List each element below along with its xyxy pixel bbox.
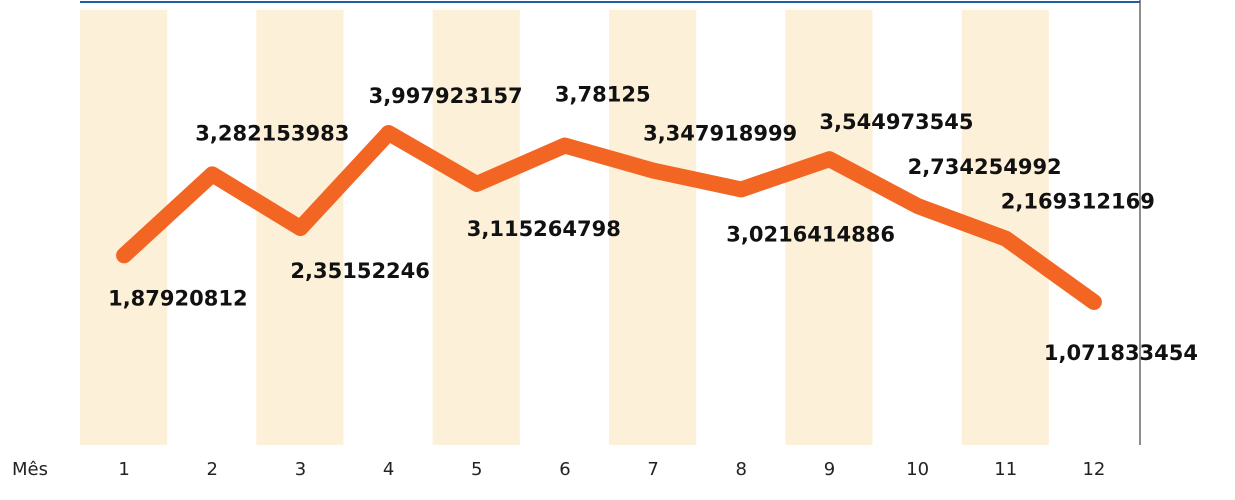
column-band [432, 10, 520, 445]
x-tick-label: 5 [471, 459, 482, 480]
x-tick-label: 3 [295, 459, 306, 480]
x-tick-label: 8 [736, 459, 747, 480]
x-tick-label: 6 [559, 459, 570, 480]
column-band [785, 10, 873, 445]
data-label: 1,87920812 [108, 286, 247, 310]
x-tick-label: 1 [118, 459, 129, 480]
data-label: 2,35152246 [290, 259, 429, 283]
data-label: 2,734254992 [908, 155, 1062, 179]
x-tick-label: 12 [1082, 459, 1105, 480]
data-label: 3,78125 [555, 83, 651, 107]
data-label: 1,071833454 [1044, 341, 1198, 365]
x-tick-label: 11 [994, 459, 1017, 480]
x-tick-label: 4 [383, 459, 394, 480]
data-label: 3,544973545 [819, 110, 973, 134]
data-label: 2,169312169 [1001, 190, 1155, 214]
data-label: 3,347918999 [643, 122, 797, 146]
x-tick-label: 7 [647, 459, 658, 480]
data-label: 3,997923157 [369, 84, 523, 108]
data-label: 3,115264798 [467, 217, 621, 241]
line [116, 125, 1102, 310]
x-tick-label: 9 [824, 459, 835, 480]
data-label: 3,0216414886 [726, 222, 895, 246]
data-label: 3,282153983 [195, 121, 349, 145]
x-axis-label: Mês [12, 459, 48, 480]
x-tick-label: 10 [906, 459, 929, 480]
x-tick-label: 2 [207, 459, 218, 480]
column-band [609, 10, 697, 445]
